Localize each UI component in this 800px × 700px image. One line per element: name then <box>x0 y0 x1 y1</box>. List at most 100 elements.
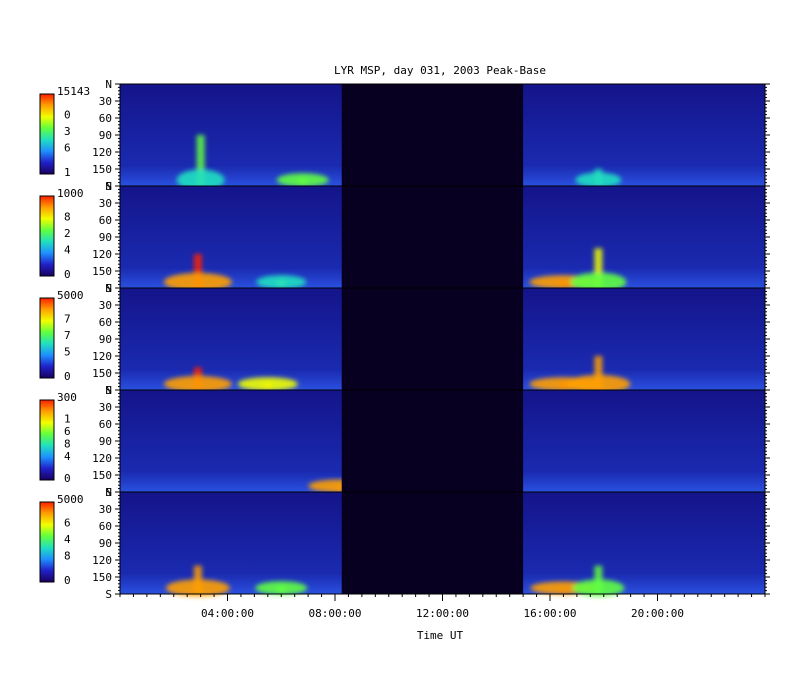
event-blob <box>570 272 627 292</box>
y-tick-label: 90 <box>99 435 112 448</box>
x-tick-label: 16:00:00 <box>524 607 577 620</box>
event-blob <box>163 376 232 392</box>
colorbar-max-label: 5000 <box>57 493 84 506</box>
y-tick-label: 150 <box>92 367 112 380</box>
y-tick-label: N <box>105 180 112 193</box>
x-axis: 04:00:00 08:00:00 12:00:00 16:00:00 20:00:00 <box>119 594 766 620</box>
panel-events <box>163 356 631 393</box>
y-tick-label: 120 <box>92 350 112 363</box>
colorbar <box>39 297 55 379</box>
y-tick-label: 90 <box>99 231 112 244</box>
event-blob <box>255 581 308 595</box>
y-tick-label: N <box>105 282 112 295</box>
data-gap <box>341 390 524 492</box>
colorbar-max-label: 15143 <box>57 85 90 98</box>
event-blob <box>575 172 622 188</box>
y-tick-label: 90 <box>99 333 112 346</box>
y-tick-label: 150 <box>92 163 112 176</box>
data-gap <box>341 84 524 186</box>
x-tick-label: 20:00:00 <box>631 607 684 620</box>
panel-events <box>176 135 622 191</box>
y-tick-label: S <box>105 384 112 397</box>
colorbar-label: 8 <box>64 437 71 450</box>
y-tick-label: 30 <box>99 197 112 210</box>
event-blob <box>165 579 230 597</box>
colorbar-label: 7 <box>64 312 71 325</box>
x-tick-label: 12:00:00 <box>416 607 469 620</box>
colorbar-max-label: 1000 <box>57 187 84 200</box>
y-tick-label: N <box>105 384 112 397</box>
y-tick-label: 60 <box>99 316 112 329</box>
chart-title: LYR MSP, day 031, 2003 Peak-Base <box>334 64 546 77</box>
y-tick-label: 30 <box>99 95 112 108</box>
colorbar-label: 4 <box>64 533 71 546</box>
colorbar-min-label: 0 <box>64 472 71 485</box>
colorbar <box>39 195 55 277</box>
y-tick-label: S <box>105 180 112 193</box>
event-blob <box>572 579 625 597</box>
colorbar-min-label: 1 <box>64 166 71 179</box>
colorbar-label: 7 <box>64 329 71 342</box>
y-tick-label: 120 <box>92 452 112 465</box>
colorbar-label: 3 <box>64 125 71 138</box>
event-blob <box>566 375 631 393</box>
panel-events <box>163 248 627 292</box>
colorbar-label: 4 <box>64 244 71 257</box>
colorbar-max-label: 5000 <box>57 289 84 302</box>
panel-2: N 30 60 90 120 150 S 1000 0 8 2 4 <box>39 180 770 295</box>
colorbar <box>39 399 55 481</box>
colorbar-label: 8 <box>64 210 71 223</box>
data-gap <box>341 186 524 288</box>
panel-3: N 30 60 90 120 150 S 5000 0 7 7 5 <box>39 282 770 397</box>
x-tick-label: 04:00:00 <box>201 607 254 620</box>
y-tick-label: N <box>105 486 112 499</box>
y-tick-label: 60 <box>99 214 112 227</box>
event-column <box>196 135 205 186</box>
colorbar-label: 1 <box>64 412 71 425</box>
y-tick-label: 30 <box>99 401 112 414</box>
colorbar-min-label: 0 <box>64 574 71 587</box>
event-column <box>594 248 603 288</box>
colorbar-min-label: 0 <box>64 268 71 281</box>
y-tick-label: 30 <box>99 299 112 312</box>
colorbar-label: 8 <box>64 550 71 563</box>
x-axis-label: Time UT <box>417 629 464 642</box>
y-tick-label: 90 <box>99 129 112 142</box>
colorbar-label: 6 <box>64 425 71 438</box>
y-tick-label: N <box>105 78 112 91</box>
panel-events <box>165 565 625 597</box>
event-column <box>594 356 603 390</box>
colorbar-label: 5 <box>64 346 71 359</box>
x-tick-label: 08:00:00 <box>309 607 362 620</box>
data-gap <box>341 492 524 594</box>
event-blob <box>256 275 307 289</box>
event-column <box>193 254 202 288</box>
colorbar-max-label: 300 <box>57 391 77 404</box>
colorbar-label: 2 <box>64 227 71 240</box>
colorbar-label: 0 <box>64 108 71 121</box>
y-tick-label: S <box>105 282 112 295</box>
colorbar-min-label: 0 <box>64 370 71 383</box>
colorbar <box>39 501 55 583</box>
y-tick-label: 150 <box>92 571 112 584</box>
panel-1: N 30 60 90 120 150 S 15143 1 0 3 6 <box>39 78 770 193</box>
data-gap <box>341 288 524 390</box>
y-tick-label: 120 <box>92 146 112 159</box>
y-tick-label: S <box>105 486 112 499</box>
y-tick-label: 60 <box>99 418 112 431</box>
y-tick-label: 150 <box>92 265 112 278</box>
event-blob <box>176 169 225 191</box>
y-tick-label: 120 <box>92 554 112 567</box>
colorbar-label: 6 <box>64 516 71 529</box>
event-blob <box>276 173 329 187</box>
y-tick-label: S <box>105 588 112 601</box>
colorbar-label: 6 <box>64 142 71 155</box>
y-tick-label: 60 <box>99 112 112 125</box>
event-blob <box>163 273 232 291</box>
colorbar <box>39 93 55 175</box>
y-tick-label: 120 <box>92 248 112 261</box>
y-tick-label: 90 <box>99 537 112 550</box>
event-blob <box>237 377 298 391</box>
panels-group: N306090120150S151431036N306090120150S100… <box>39 78 770 601</box>
